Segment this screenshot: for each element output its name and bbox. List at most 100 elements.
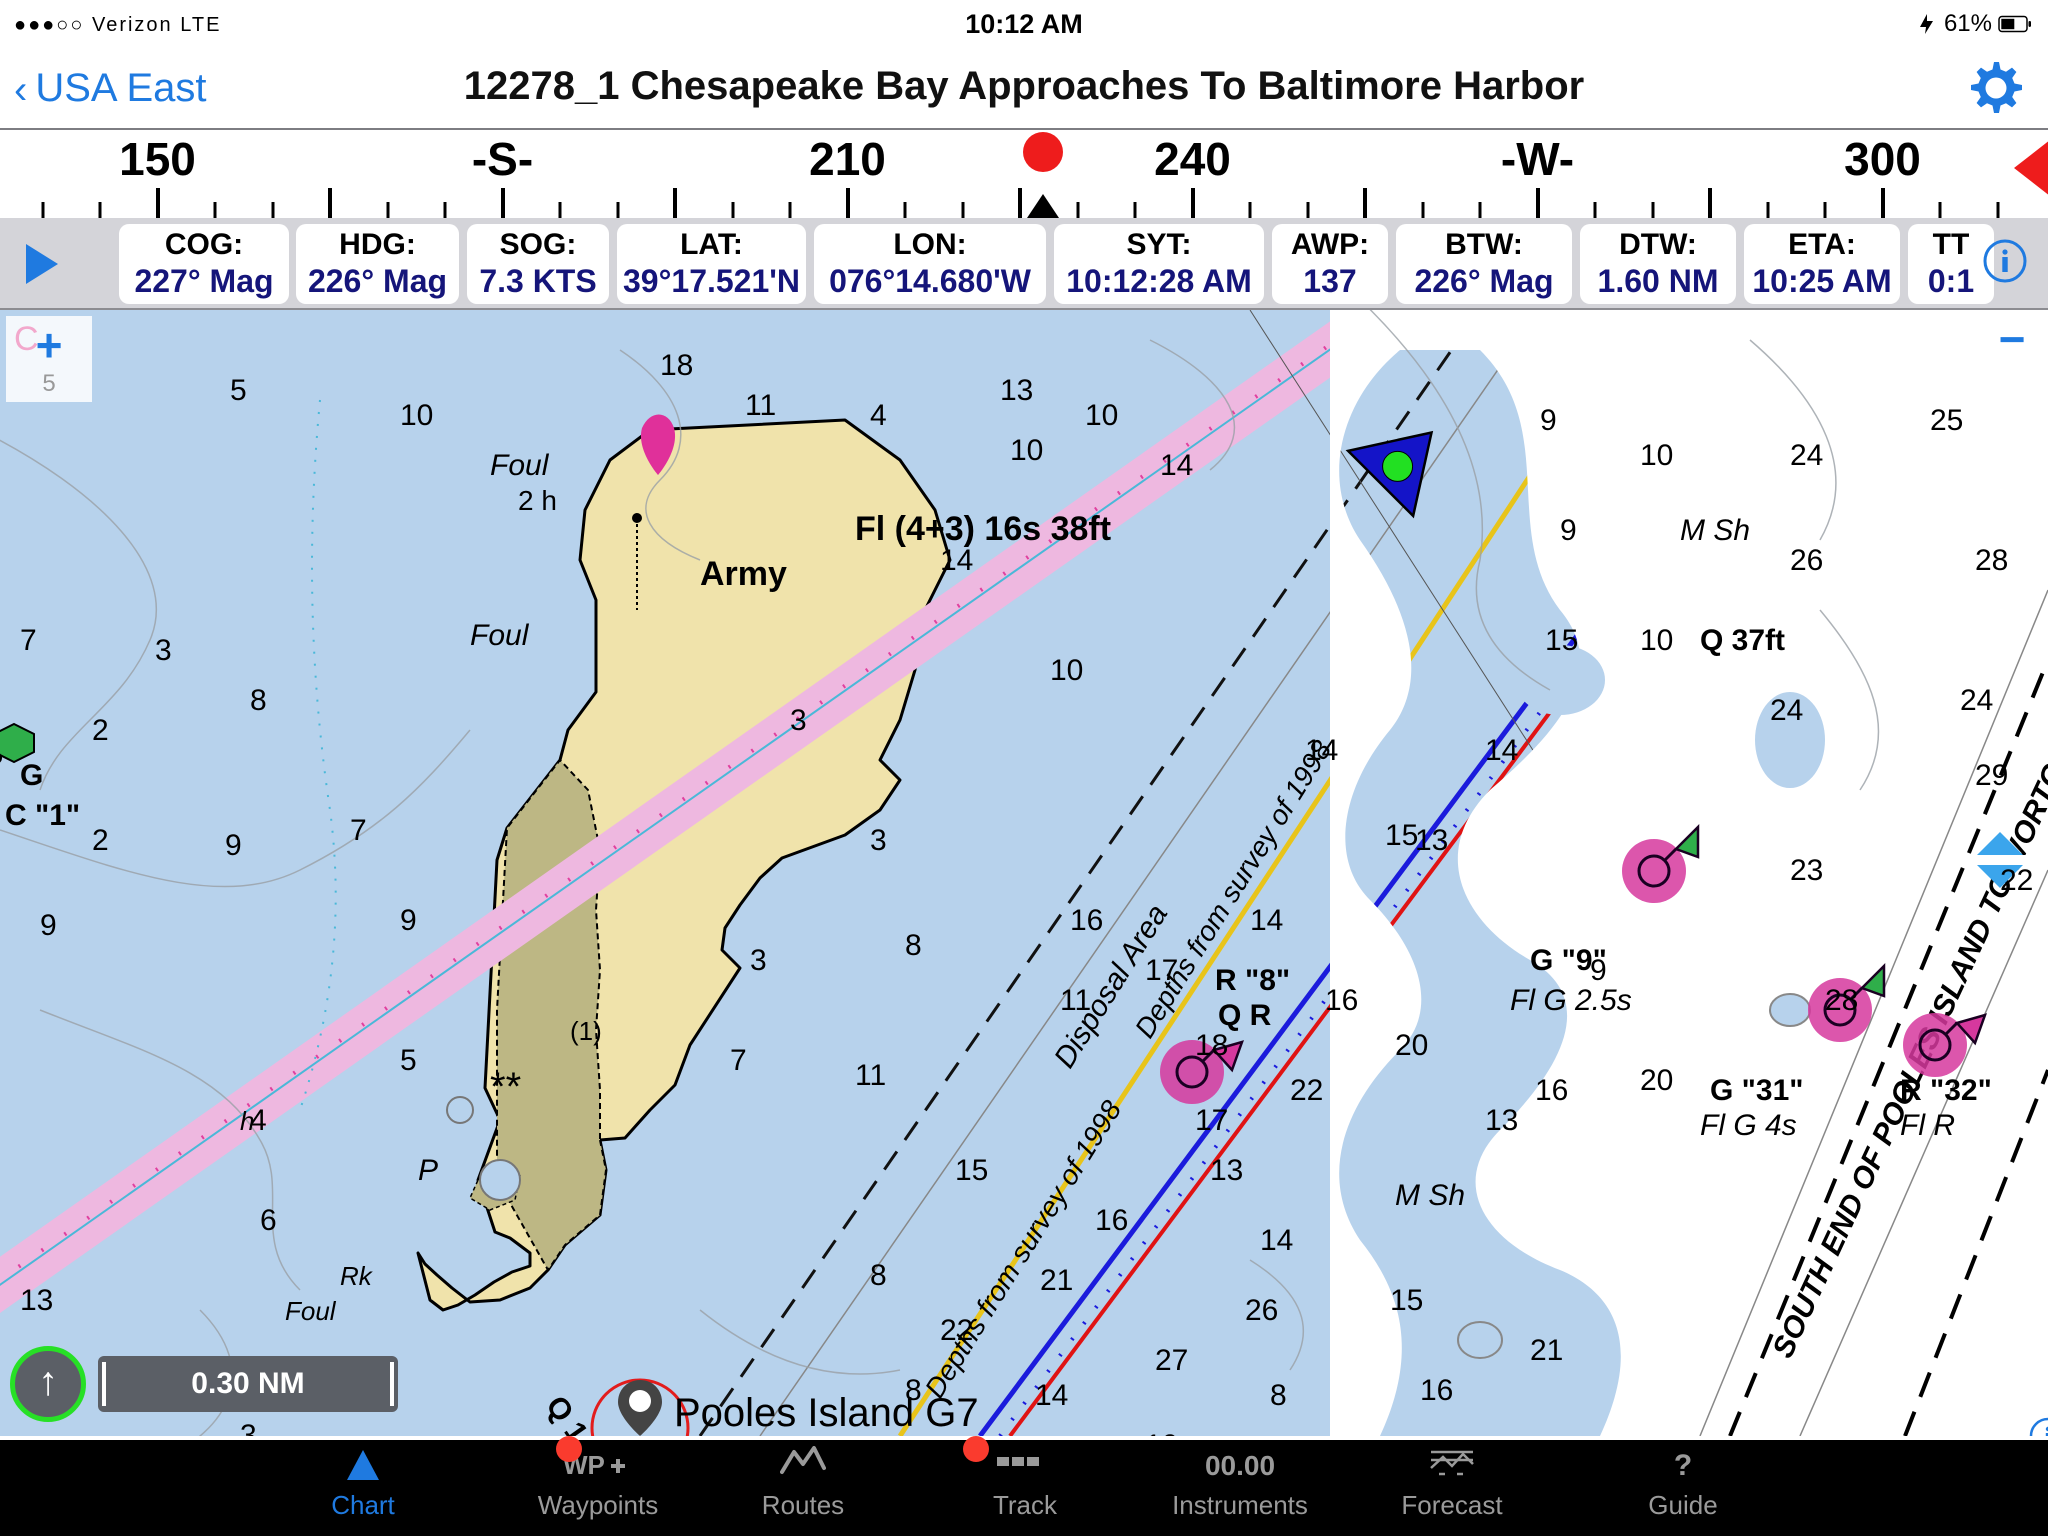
- svg-text:11: 11: [1060, 984, 1091, 1017]
- svg-text:2: 2: [92, 824, 109, 857]
- svg-text:9: 9: [400, 904, 417, 937]
- svg-text:Fl G 4s: Fl G 4s: [1700, 1109, 1797, 1142]
- svg-text:14: 14: [1160, 449, 1193, 482]
- svg-text:R "32": R "32": [1900, 1074, 1992, 1107]
- svg-text:Foul: Foul: [470, 619, 530, 652]
- svg-text:3: 3: [750, 944, 767, 977]
- svg-text:2 h: 2 h: [518, 485, 557, 516]
- svg-text:C "1": C "1": [5, 799, 80, 832]
- svg-text:18: 18: [660, 349, 693, 382]
- svg-text:7: 7: [350, 814, 367, 847]
- svg-text:18: 18: [1195, 1029, 1228, 1062]
- svg-text:10: 10: [1640, 624, 1673, 657]
- svg-text:15: 15: [1545, 624, 1578, 657]
- svg-text:Q 37ft: Q 37ft: [1700, 624, 1785, 657]
- svg-text:3: 3: [790, 704, 807, 737]
- svg-text:Rk: Rk: [340, 1261, 374, 1291]
- svg-text:17: 17: [1145, 954, 1178, 987]
- svg-text:(1): (1): [570, 1016, 602, 1046]
- svg-text:20: 20: [1395, 1029, 1428, 1062]
- svg-text:25: 25: [1930, 404, 1963, 437]
- svg-text:26: 26: [1245, 1294, 1278, 1327]
- svg-text:24: 24: [1770, 694, 1803, 727]
- svg-text:10: 10: [1085, 399, 1118, 432]
- svg-text:8: 8: [905, 929, 922, 962]
- svg-text:15: 15: [1385, 819, 1418, 852]
- svg-text:22: 22: [1290, 1074, 1323, 1107]
- svg-text:9: 9: [1540, 404, 1557, 437]
- svg-text:Fl G 2.5s: Fl G 2.5s: [1510, 984, 1632, 1017]
- svg-text:13: 13: [1210, 1154, 1243, 1187]
- svg-text:23: 23: [1790, 854, 1823, 887]
- svg-text:G "31": G "31": [1710, 1074, 1804, 1107]
- svg-text:Pooles Island G7: Pooles Island G7: [674, 1391, 979, 1435]
- svg-text:3: 3: [870, 824, 887, 857]
- svg-text:P: P: [418, 1154, 438, 1187]
- svg-text:9: 9: [1590, 954, 1607, 987]
- svg-text:10: 10: [1010, 434, 1043, 467]
- svg-text:2: 2: [92, 714, 109, 747]
- svg-text:21: 21: [1040, 1264, 1073, 1297]
- svg-text:14: 14: [1305, 734, 1338, 767]
- svg-text:9: 9: [225, 829, 242, 862]
- svg-text:R "8": R "8": [1215, 964, 1290, 997]
- svg-text:G: G: [20, 759, 43, 792]
- svg-text:10: 10: [1050, 654, 1083, 687]
- svg-text:10: 10: [1640, 439, 1673, 472]
- svg-text:10: 10: [400, 399, 433, 432]
- svg-text:Army: Army: [700, 555, 787, 593]
- svg-text:16: 16: [1535, 1074, 1568, 1107]
- svg-text:14: 14: [1035, 1379, 1068, 1412]
- svg-text:Fl (4+3) 16s 38ft: Fl (4+3) 16s 38ft: [855, 510, 1111, 548]
- svg-text:20: 20: [1640, 1064, 1673, 1097]
- svg-text:29: 29: [1975, 759, 2008, 792]
- svg-text:10: 10: [1360, 1434, 1393, 1436]
- svg-text:9: 9: [1560, 514, 1577, 547]
- svg-text:16: 16: [1095, 1204, 1128, 1237]
- svg-text:8: 8: [1270, 1379, 1287, 1412]
- svg-text:3: 3: [155, 634, 172, 667]
- svg-text:M Sh: M Sh: [1395, 1179, 1465, 1212]
- svg-text:8: 8: [250, 684, 267, 717]
- svg-text:4: 4: [870, 399, 887, 432]
- svg-text:22: 22: [940, 1314, 973, 1347]
- svg-text:5: 5: [230, 374, 247, 407]
- svg-text:Q R: Q R: [1218, 999, 1272, 1032]
- svg-text:**: **: [490, 1065, 521, 1109]
- svg-text:M Sh: M Sh: [1680, 514, 1750, 547]
- svg-text:14: 14: [1250, 904, 1283, 937]
- svg-text:15: 15: [1390, 1284, 1423, 1317]
- svg-text:24: 24: [1960, 684, 1993, 717]
- svg-text:17: 17: [1195, 1104, 1228, 1137]
- svg-text:14: 14: [1485, 734, 1518, 767]
- svg-text:27: 27: [1155, 1344, 1188, 1377]
- svg-text:9: 9: [40, 909, 57, 942]
- svg-text:14: 14: [940, 544, 973, 577]
- svg-text:Foul: Foul: [490, 449, 550, 482]
- svg-text:16: 16: [1420, 1374, 1453, 1407]
- svg-text:14: 14: [1260, 1224, 1293, 1257]
- svg-text:16: 16: [1325, 984, 1358, 1017]
- svg-text:11: 11: [745, 389, 776, 422]
- svg-text:8: 8: [870, 1259, 887, 1292]
- svg-text:13: 13: [1415, 824, 1448, 857]
- svg-text:10: 10: [1145, 1429, 1178, 1436]
- svg-text:28: 28: [1975, 544, 2008, 577]
- svg-text:13: 13: [1000, 374, 1033, 407]
- svg-text:7: 7: [730, 1044, 747, 1077]
- svg-text:16: 16: [1070, 904, 1103, 937]
- svg-text:5: 5: [400, 1044, 417, 1077]
- svg-text:4: 4: [250, 1104, 267, 1137]
- svg-text:24: 24: [1790, 439, 1823, 472]
- svg-text:7: 7: [20, 624, 37, 657]
- svg-text:Foul: Foul: [285, 1296, 337, 1326]
- svg-text:11: 11: [855, 1059, 886, 1092]
- svg-text:28: 28: [1825, 984, 1858, 1017]
- svg-text:13: 13: [20, 1284, 53, 1317]
- svg-text:15: 15: [955, 1154, 988, 1187]
- svg-text:26: 26: [1790, 544, 1823, 577]
- svg-text:6: 6: [260, 1204, 277, 1237]
- svg-text:Fl R: Fl R: [1900, 1109, 1955, 1142]
- svg-text:13: 13: [1485, 1104, 1518, 1137]
- svg-text:22: 22: [2000, 864, 2033, 897]
